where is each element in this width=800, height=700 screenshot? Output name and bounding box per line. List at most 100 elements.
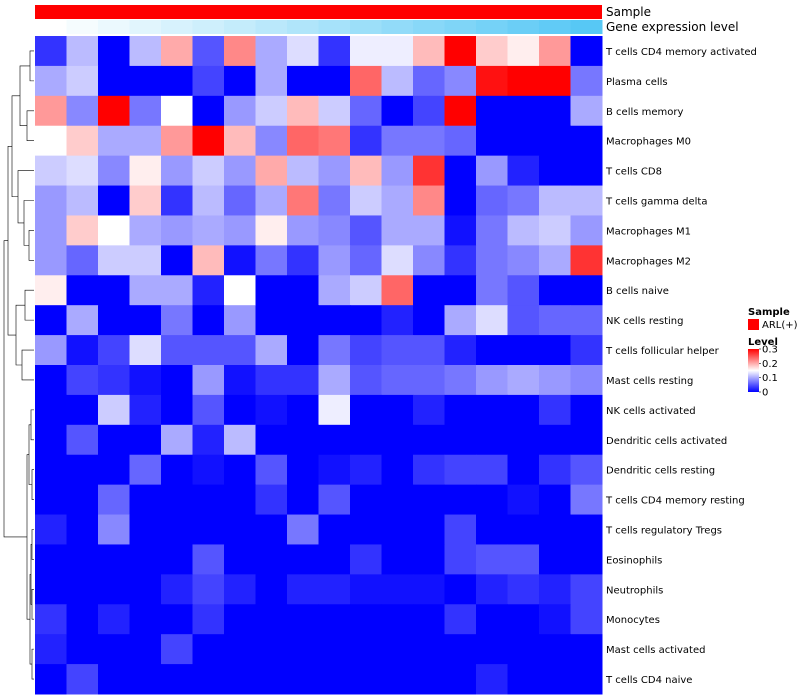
dendrogram-branch xyxy=(28,424,32,485)
heatmap-cell xyxy=(35,484,67,516)
heatmap-cell xyxy=(381,394,414,426)
heatmap-cell xyxy=(66,125,99,157)
heatmap-cell xyxy=(413,305,445,336)
annotation-cell-gene-expression xyxy=(413,20,445,34)
heatmap-cell xyxy=(381,65,414,97)
heatmap-cell xyxy=(161,155,193,187)
heatmap-cell xyxy=(350,544,382,575)
heatmap-cell xyxy=(35,365,67,396)
dendrogram-branch xyxy=(21,349,34,381)
heatmap-cell xyxy=(444,335,477,366)
heatmap-cell xyxy=(476,36,508,67)
heatmap-cell xyxy=(192,394,225,426)
heatmap-cell xyxy=(413,634,445,665)
heatmap-cell xyxy=(413,664,445,695)
heatmap-cell xyxy=(444,664,477,695)
heatmap-cell xyxy=(381,36,414,67)
heatmap-cell xyxy=(318,664,351,695)
heatmap-cell xyxy=(161,454,193,486)
heatmap-cell xyxy=(318,454,351,486)
heatmap-cell xyxy=(129,454,162,486)
row-label: T cells CD4 memory resting xyxy=(605,496,745,507)
heatmap-cell xyxy=(35,125,67,157)
heatmap-cell xyxy=(318,365,351,396)
heatmap-cell xyxy=(507,215,540,246)
row-label: Macrophages M0 xyxy=(606,137,691,148)
heatmap-cell xyxy=(35,424,67,456)
heatmap-cell xyxy=(129,484,162,516)
heatmap-cell xyxy=(507,484,540,516)
heatmap-cell xyxy=(570,484,603,516)
heatmap-cell xyxy=(192,335,225,366)
heatmap-cell xyxy=(350,36,382,67)
heatmap-cell xyxy=(287,574,319,605)
row-label: Dendritic cells resting xyxy=(606,466,715,477)
heatmap-cell xyxy=(413,155,445,187)
annotation-cell-gene-expression xyxy=(318,20,351,34)
heatmap-cell xyxy=(255,484,288,516)
heatmap-cell xyxy=(413,604,445,635)
heatmap-cell xyxy=(287,245,319,276)
heatmap-cell xyxy=(413,65,445,97)
heatmap-cell xyxy=(255,574,288,605)
dendrogram-branch xyxy=(30,409,34,441)
heatmap-cell xyxy=(98,394,130,426)
heatmap-cell xyxy=(287,185,319,216)
legend-tick-label: 0.1 xyxy=(762,373,778,384)
heatmap-cell xyxy=(318,394,351,426)
heatmap-cell xyxy=(129,634,162,665)
annotation-tracks xyxy=(35,5,603,34)
heatmap-cell xyxy=(381,424,414,456)
annotation-cell-gene-expression xyxy=(350,20,382,34)
heatmap-cell xyxy=(161,424,193,456)
dendrogram-branch xyxy=(24,289,34,321)
heatmap-cell xyxy=(570,544,603,575)
heatmap-cell xyxy=(381,664,414,695)
heatmap-cell xyxy=(444,544,477,575)
heatmap-cell xyxy=(224,335,256,366)
row-label: B cells memory xyxy=(606,107,683,118)
heatmap-cell xyxy=(192,125,225,157)
heatmap-cell xyxy=(287,664,319,695)
heatmap-cell xyxy=(381,514,414,545)
heatmap-cell xyxy=(35,245,67,276)
heatmap-cell xyxy=(570,604,603,635)
heatmap-cell xyxy=(161,245,193,276)
heatmap-cell xyxy=(507,574,540,605)
row-label: B cells naive xyxy=(606,286,669,297)
heatmap-cell xyxy=(350,574,382,605)
heatmap-cell xyxy=(476,604,508,635)
heatmap-cell xyxy=(413,275,445,306)
heatmap-cell xyxy=(444,305,477,336)
heatmap-cell xyxy=(318,245,351,276)
heatmap-cell xyxy=(224,155,256,187)
heatmap-cell xyxy=(381,305,414,336)
heatmap-cell xyxy=(98,65,130,97)
heatmap-cell xyxy=(539,185,571,216)
dendrogram-branch xyxy=(15,304,25,366)
heatmap-cell xyxy=(255,454,288,486)
row-label: Macrophages M1 xyxy=(606,226,691,237)
legend-tick-label: 0 xyxy=(762,388,768,399)
dendrogram-branch xyxy=(11,95,20,198)
annotation-cell-gene-expression xyxy=(539,20,571,34)
heatmap-cell xyxy=(570,394,603,426)
heatmap-cell xyxy=(570,664,603,695)
heatmap-cell xyxy=(66,335,99,366)
heatmap-cell xyxy=(318,185,351,216)
heatmap-cell xyxy=(224,634,256,665)
heatmap-cell xyxy=(476,155,508,187)
heatmap-cell xyxy=(161,275,193,306)
heatmap-cell xyxy=(318,215,351,246)
heatmap-cell xyxy=(413,454,445,486)
heatmap-cell xyxy=(98,215,130,246)
heatmap-cell xyxy=(66,185,99,216)
heatmap-cell xyxy=(224,215,256,246)
heatmap-cell xyxy=(255,664,288,695)
row-labels: T cells CD4 memory activated Plasma cells… xyxy=(605,47,757,686)
heatmap-cell xyxy=(35,36,67,67)
heatmap-cell xyxy=(539,544,571,575)
heatmap-cell xyxy=(539,245,571,276)
heatmap-cell xyxy=(476,424,508,456)
